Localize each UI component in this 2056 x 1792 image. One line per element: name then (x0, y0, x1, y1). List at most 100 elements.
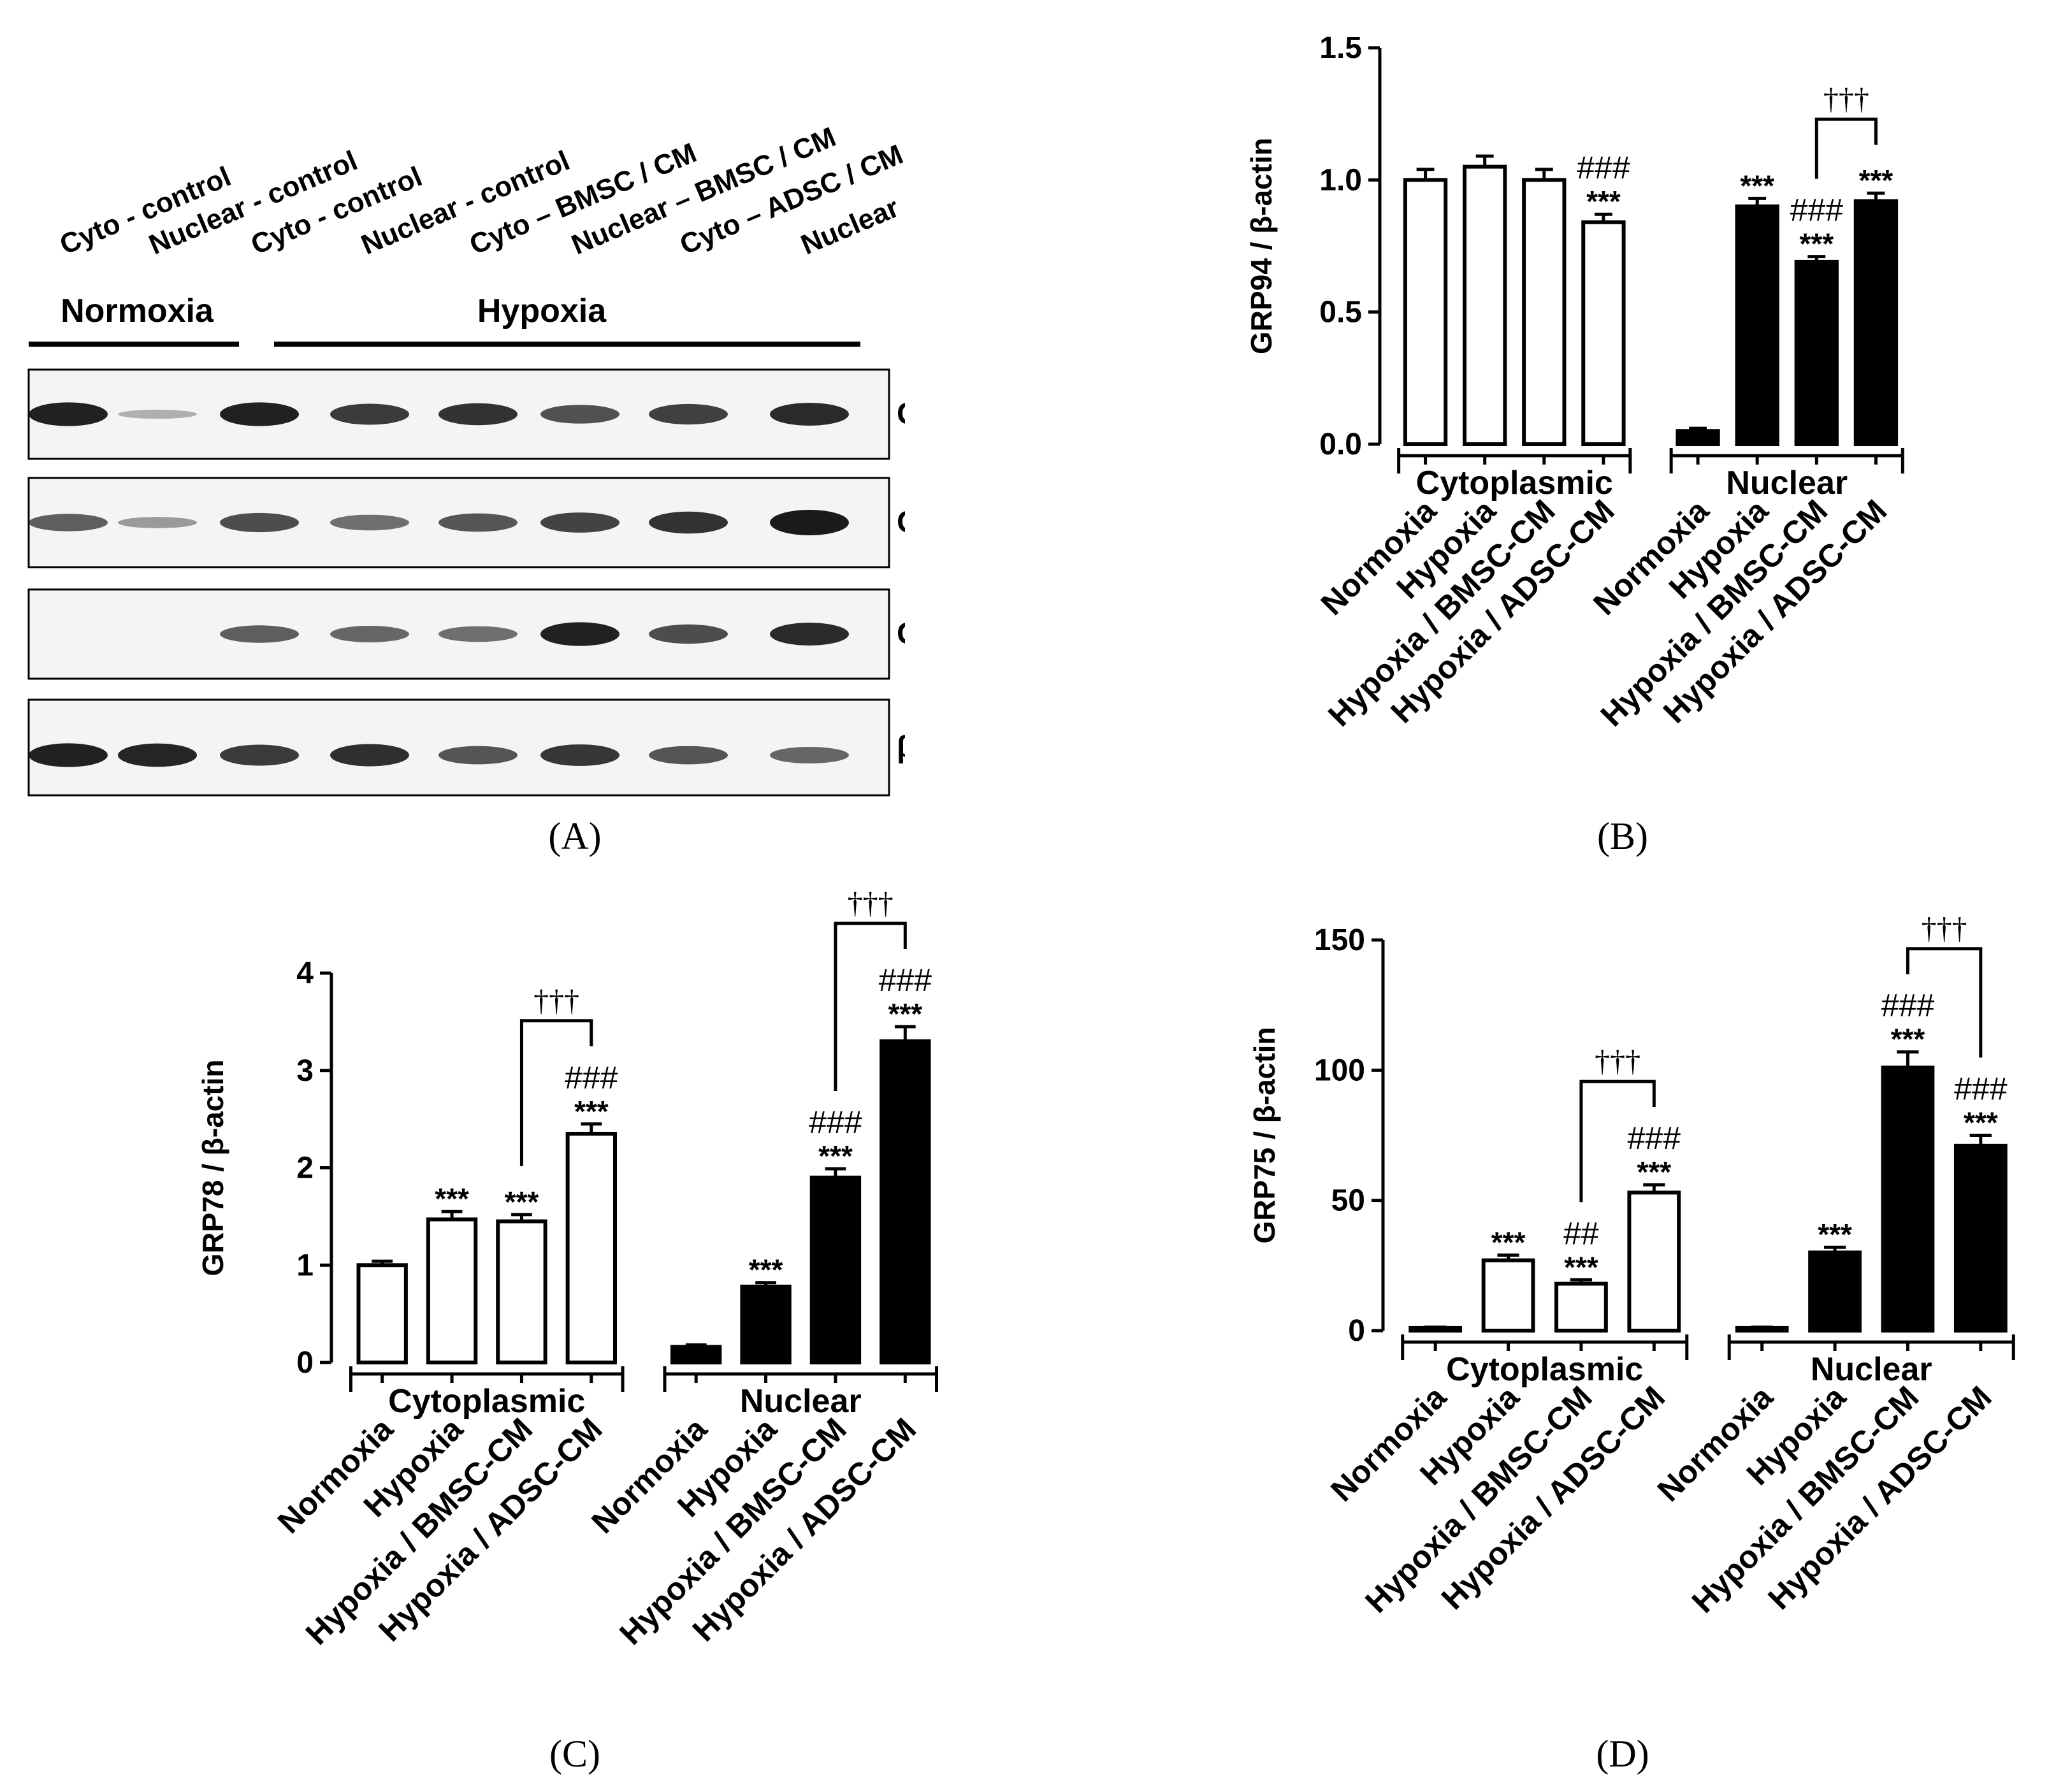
group-label: Cytoplasmic (388, 1383, 585, 1420)
blot-band (540, 512, 619, 533)
panel-label-b: (B) (1597, 815, 1648, 857)
group-label: Cytoplasmic (1446, 1351, 1643, 1388)
bar (1735, 204, 1779, 446)
blot-band (540, 405, 619, 424)
blot-band (118, 517, 197, 528)
significance-bracket (834, 921, 907, 1092)
blot-band (770, 403, 849, 426)
significance-stars: *** (749, 1254, 783, 1287)
bracket-label: ††† (848, 886, 894, 920)
significance-stars: *** (1799, 228, 1834, 261)
y-tick-label: 0 (1348, 1314, 1365, 1348)
blot-band (220, 744, 299, 766)
blot-band (540, 744, 619, 766)
bar (1676, 429, 1720, 446)
blot-band (770, 510, 849, 535)
significance-hash: ### (1577, 150, 1630, 185)
y-tick-label: 150 (1314, 923, 1365, 957)
protein-label: GRP94 (897, 397, 905, 431)
protein-label: GRP75 (897, 617, 905, 651)
bar (670, 1345, 722, 1365)
significance-hash: ### (1881, 988, 1935, 1023)
y-tick-label: 0 (296, 1346, 314, 1380)
y-axis-label: GRP78 / β-actin (196, 1060, 229, 1276)
bar (809, 1175, 862, 1365)
bar (426, 1217, 478, 1365)
significance-hash: ### (1954, 1071, 2008, 1107)
group-label-hypoxia: Hypoxia (477, 293, 607, 329)
y-tick-label: 1.0 (1319, 163, 1362, 197)
blot-band (118, 743, 197, 767)
blot-band (118, 409, 197, 419)
blot-band (770, 623, 849, 646)
blot-band (29, 743, 108, 767)
significance-bracket (519, 1019, 593, 1166)
bracket-label: ††† (1922, 912, 1967, 946)
blot-band (330, 403, 409, 425)
blot-band (330, 744, 409, 767)
significance-stars: *** (1586, 185, 1621, 218)
blot-band (220, 402, 299, 426)
bracket-label: ††† (1823, 82, 1869, 116)
bracket-label: ††† (533, 984, 579, 1018)
significance-stars: *** (1859, 164, 1893, 197)
bar (1808, 1250, 1862, 1333)
bar (1627, 1190, 1681, 1333)
category-label: Normoxia (1324, 1378, 1454, 1508)
bar (1403, 178, 1448, 446)
significance-stars: *** (888, 997, 922, 1030)
significance-stars: *** (574, 1095, 609, 1128)
significance-stars: *** (818, 1139, 853, 1173)
bracket-label: ††† (1595, 1044, 1640, 1078)
blot-band (540, 622, 619, 646)
significance-stars: *** (1891, 1023, 1925, 1056)
bar (1463, 164, 1507, 446)
bar (880, 1039, 931, 1365)
group-label: Nuclear (1726, 465, 1848, 502)
significance-hash: ### (809, 1104, 862, 1140)
bar (356, 1263, 408, 1364)
y-tick-label: 2 (296, 1152, 314, 1185)
blot-band (438, 513, 518, 532)
bar (1554, 1282, 1608, 1333)
blot-band (438, 403, 518, 426)
blot-band (438, 626, 518, 642)
y-tick-label: 4 (296, 957, 314, 990)
y-tick-label: 1 (296, 1248, 314, 1282)
significance-stars: *** (1740, 169, 1774, 202)
blot-band (649, 624, 728, 644)
blot-band (220, 625, 299, 643)
significance-stars: *** (1964, 1106, 1998, 1139)
bar (1522, 178, 1567, 446)
blot-band (649, 403, 728, 425)
y-tick-label: 0.5 (1319, 296, 1362, 329)
y-axis-label: GRP94 / β-actin (1245, 138, 1278, 354)
blot-band (649, 746, 728, 765)
bar (1881, 1066, 1935, 1333)
group-label: Nuclear (1811, 1351, 1932, 1388)
blot-band (330, 626, 409, 642)
bar (1794, 259, 1839, 446)
significance-bracket (1906, 947, 1983, 1058)
significance-bracket (1579, 1080, 1656, 1203)
y-axis-label: GRP75 / β-actin (1248, 1027, 1281, 1244)
category-label: Normoxia (1651, 1378, 1781, 1508)
panel-label-a: (A) (548, 815, 602, 857)
panel-label-d: (D) (1596, 1733, 1649, 1775)
blot-band (438, 746, 518, 765)
protein-label: GRP78 (897, 505, 905, 539)
group-label: Nuclear (740, 1383, 862, 1420)
y-tick-label: 100 (1314, 1053, 1365, 1087)
significance-stars: *** (435, 1182, 469, 1215)
blot-band (220, 512, 299, 533)
blot-band (29, 402, 108, 426)
significance-hash: ### (1628, 1120, 1681, 1156)
bar (1853, 199, 1899, 446)
significance-hash: ### (879, 962, 932, 998)
significance-stars: *** (505, 1185, 539, 1218)
